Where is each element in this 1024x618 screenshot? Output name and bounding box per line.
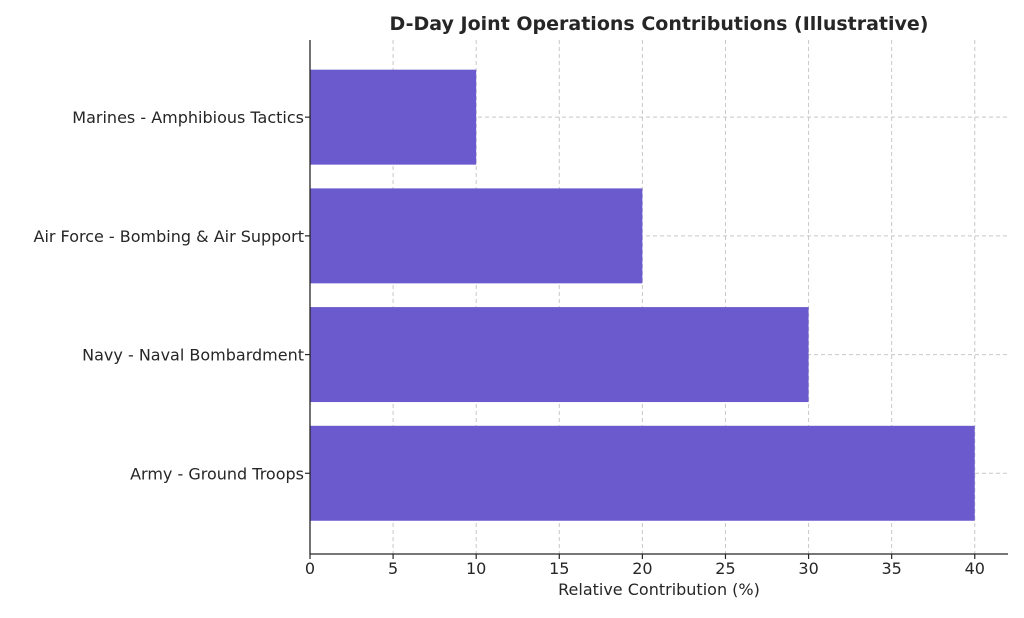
- x-axis-label: Relative Contribution (%): [558, 580, 760, 599]
- y-tick-label: Army - Ground Troops: [130, 464, 304, 483]
- x-tick-label: 5: [388, 559, 398, 578]
- x-tick-label: 30: [798, 559, 818, 578]
- bar: [310, 69, 477, 165]
- tick-labels: 0 5 10 15 20 25 30 35 40 Army - Ground Troops Navy…: [34, 108, 985, 578]
- y-tick-label: Navy - Naval Bombardment: [82, 346, 304, 365]
- x-tick-label: 10: [466, 559, 486, 578]
- x-tick-label: 40: [965, 559, 985, 578]
- x-tick-label: 25: [715, 559, 735, 578]
- chart-title: D-Day Joint Operations Contributions (Il…: [390, 13, 929, 35]
- x-tick-label: 0: [305, 559, 315, 578]
- bar: [310, 425, 975, 521]
- y-tick-label: Marines - Amphibious Tactics: [72, 108, 304, 127]
- x-tick-label: 15: [549, 559, 569, 578]
- bar: [310, 188, 643, 284]
- y-tick-label: Air Force - Bombing & Air Support: [34, 227, 305, 246]
- bar: [310, 307, 809, 403]
- bars: [310, 69, 975, 521]
- x-tick-label: 35: [881, 559, 901, 578]
- x-tick-label: 20: [632, 559, 652, 578]
- axes: [305, 40, 1008, 559]
